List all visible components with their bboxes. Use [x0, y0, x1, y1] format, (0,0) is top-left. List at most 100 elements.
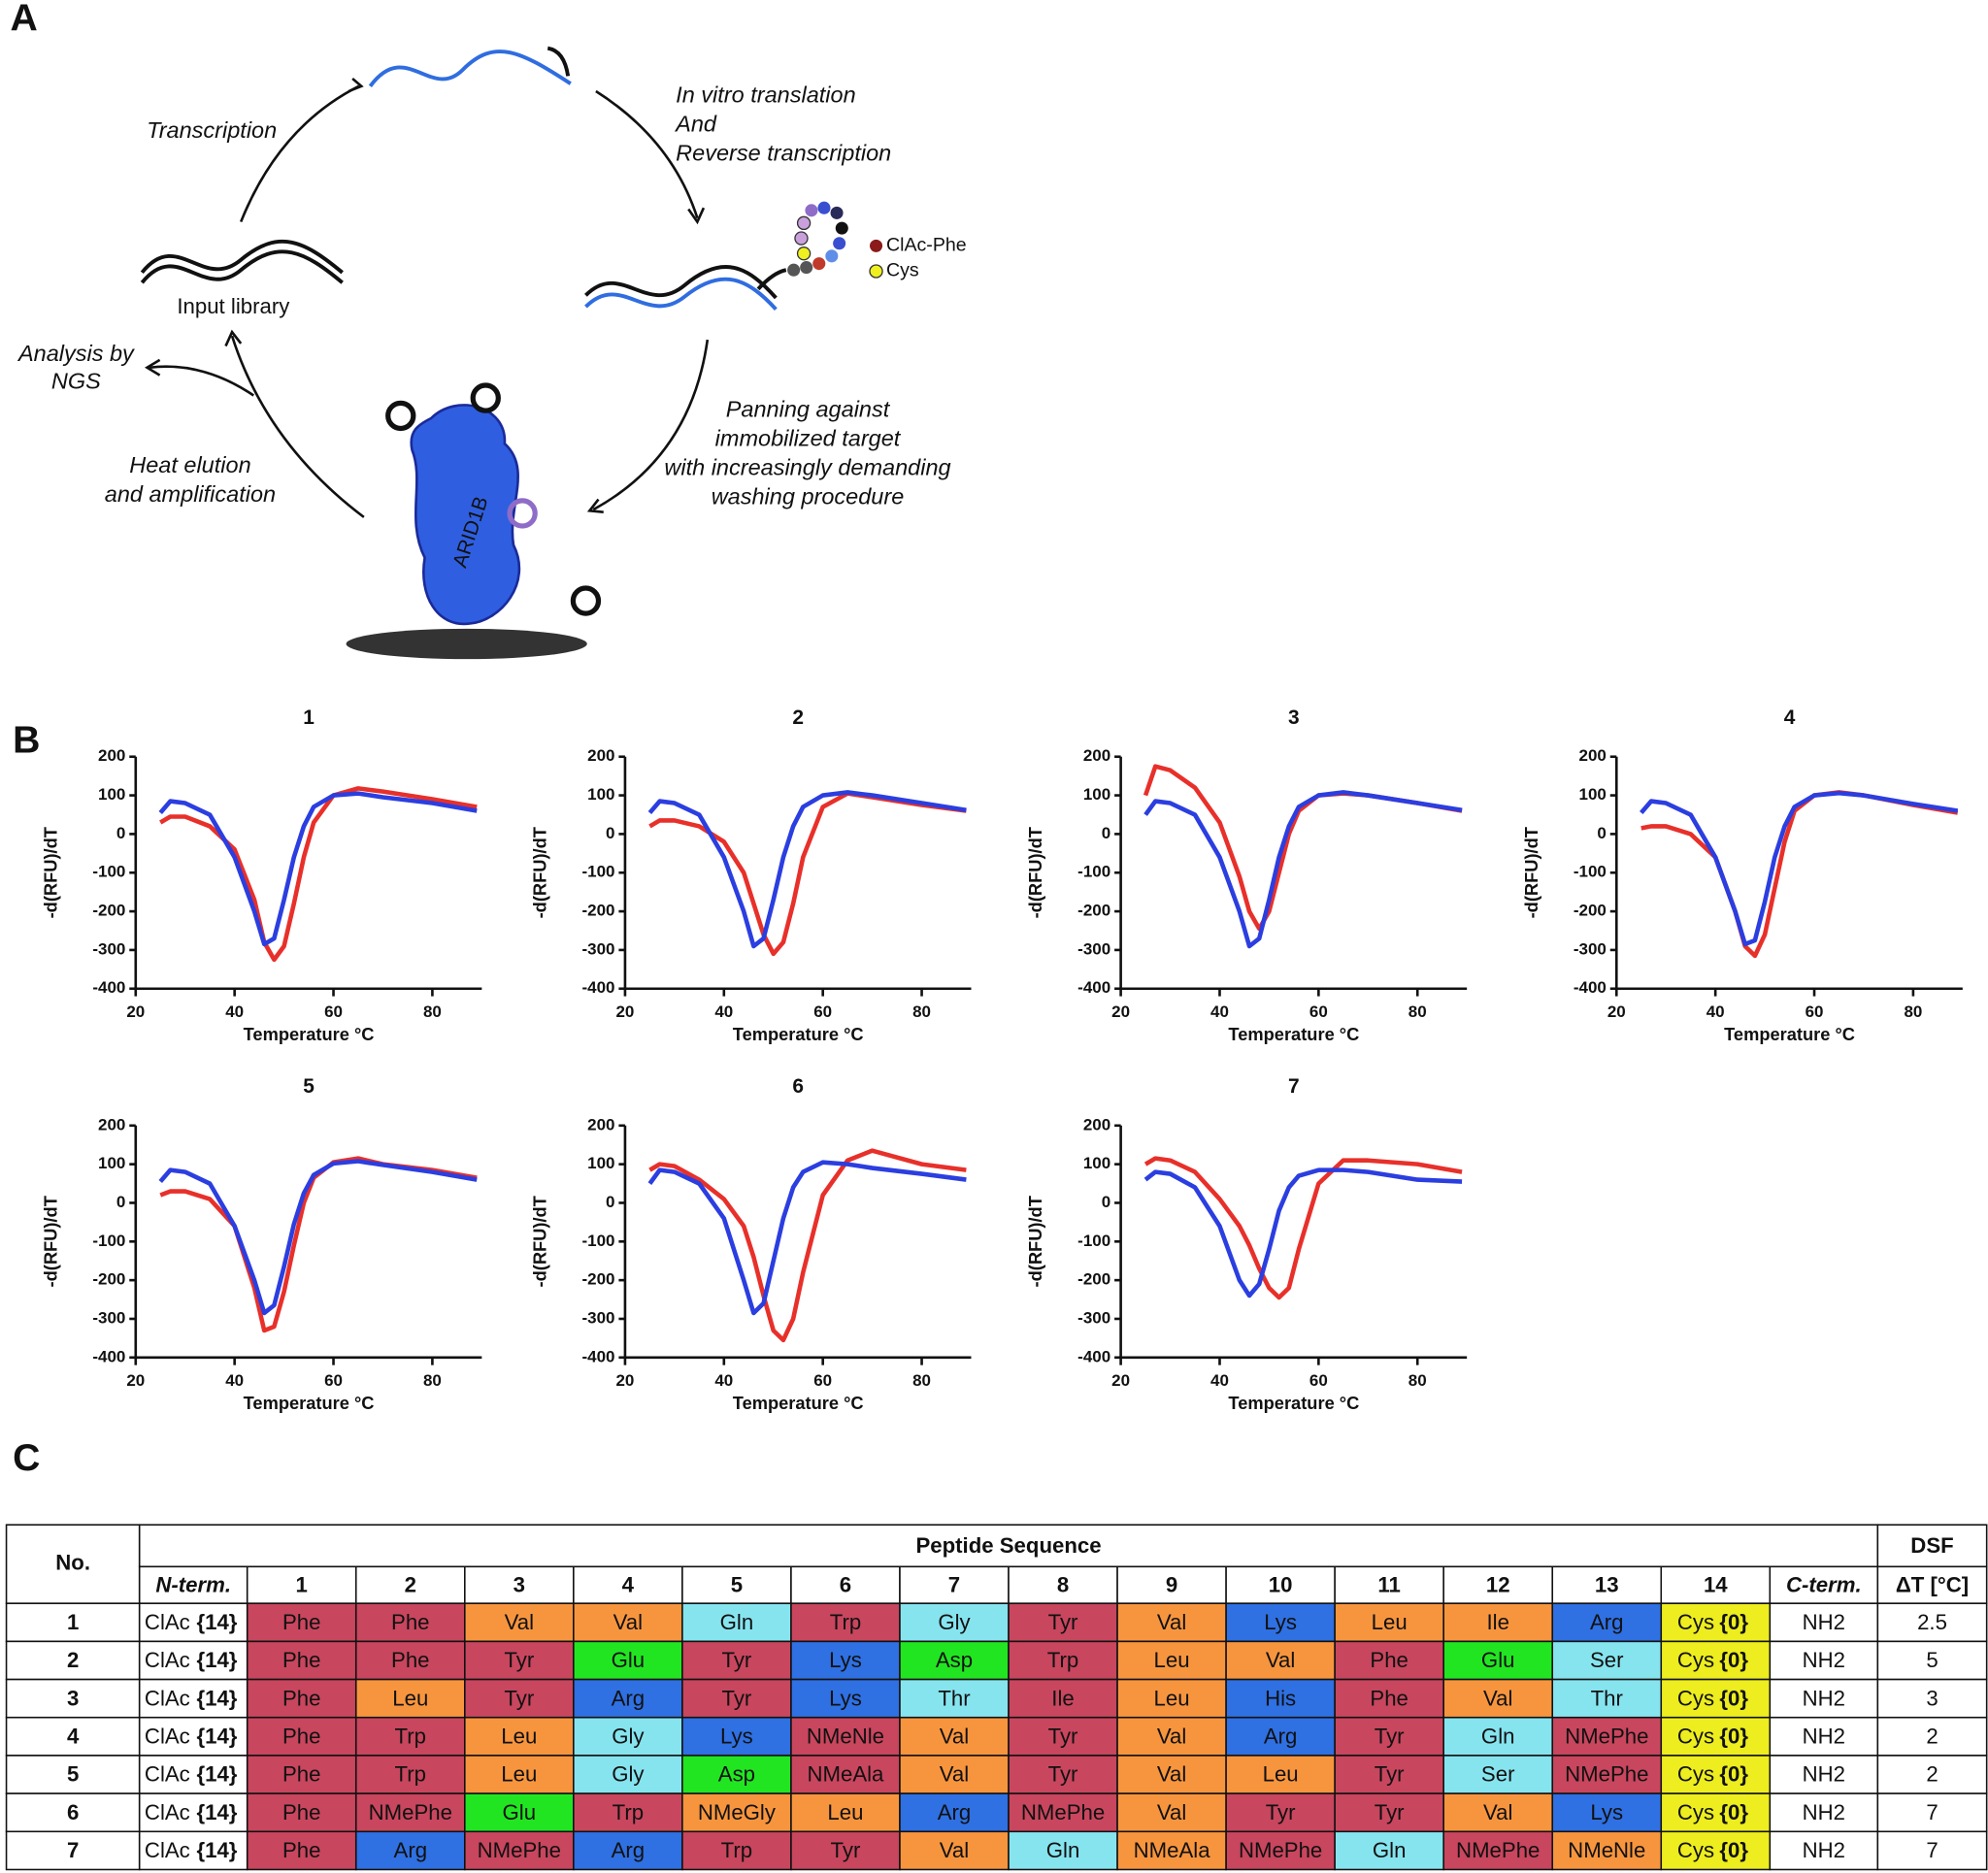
- bead: [825, 249, 839, 263]
- y-tick-label: -300: [1574, 939, 1607, 958]
- cell-text: No.: [55, 1551, 90, 1575]
- table-cell: [1769, 1755, 1879, 1794]
- table-cell: [1876, 1792, 1988, 1833]
- link-label: {0}: [1719, 1762, 1748, 1787]
- chart-title: 2: [792, 706, 804, 729]
- cell-text: Tyr: [1375, 1762, 1405, 1787]
- bead: [805, 204, 818, 217]
- line-series: [1143, 1156, 1463, 1300]
- cell-text: Leu: [1263, 1762, 1299, 1787]
- cell-text: 4: [622, 1572, 635, 1596]
- cell-text: Tyr: [1048, 1610, 1078, 1634]
- x-tick-label: 40: [1706, 1002, 1725, 1021]
- table-cell: [1876, 1524, 1988, 1568]
- cell-text: Thr: [1591, 1686, 1624, 1710]
- table-cell: [1660, 1565, 1772, 1604]
- cell-text: Gln: [1373, 1838, 1407, 1862]
- y-tick-label: -400: [1077, 1347, 1110, 1365]
- x-tick-label: 60: [324, 1371, 343, 1390]
- cell-text: Lys: [829, 1648, 862, 1672]
- cell-text: Arg: [394, 1838, 428, 1862]
- cell-text: Cys: [1677, 1648, 1714, 1672]
- x-tick-label: 60: [813, 1371, 832, 1390]
- y-tick-label: 0: [116, 824, 125, 842]
- line-series: [647, 790, 967, 949]
- bead: [796, 246, 812, 261]
- cell-text: Glu: [612, 1648, 646, 1672]
- y-tick-label: -100: [92, 1232, 125, 1250]
- chart: 1 -400 -300 -200 -100 0 100 200 20 40 60 80 Temperat…: [40, 706, 482, 1044]
- legend-dot: [870, 239, 883, 252]
- link-label: {14}: [196, 1648, 237, 1672]
- chart-title: 6: [792, 1075, 804, 1098]
- cell-text: C-term.: [1786, 1572, 1862, 1596]
- cell-text: NH2: [1803, 1686, 1845, 1710]
- y-axis-label: -d(RFU)/dT: [1025, 1196, 1045, 1287]
- cell-text: Cys: [1677, 1838, 1714, 1862]
- dna: [140, 249, 344, 284]
- cell-text: ClAc: [145, 1725, 190, 1749]
- table-cell: [246, 1792, 357, 1833]
- y-tick-label: -400: [582, 978, 615, 997]
- diagram-label: Analysis by: [17, 341, 135, 366]
- bead: [830, 206, 844, 219]
- link-label: {0}: [1719, 1725, 1748, 1749]
- cell-text: NMePhe: [1565, 1762, 1648, 1787]
- table-cell: [790, 1602, 901, 1643]
- table-cell: [354, 1565, 466, 1604]
- cell-text: 7: [1926, 1800, 1938, 1824]
- link-label: {14}: [196, 1610, 237, 1634]
- cell-text: Tyr: [1266, 1800, 1296, 1824]
- cell-text: 1: [296, 1572, 308, 1596]
- linker: [756, 268, 787, 291]
- y-tick-label: 200: [587, 746, 614, 765]
- y-tick-label: -100: [92, 863, 125, 881]
- y-axis-label: -d(RFU)/dT: [530, 827, 550, 918]
- y-tick-label: 200: [1083, 1115, 1110, 1134]
- cell-text: 6: [840, 1572, 851, 1596]
- chart: 7 -400 -300 -200 -100 0 100 200 20 40 60 80 Temperat…: [1025, 1075, 1468, 1413]
- x-tick-label: 60: [1309, 1002, 1328, 1021]
- table-cell: [790, 1565, 901, 1604]
- arrow: [149, 365, 254, 397]
- cell-text: 12: [1486, 1572, 1510, 1596]
- cell-text: Gly: [938, 1610, 971, 1634]
- y-axis-label: -d(RFU)/dT: [40, 827, 60, 918]
- table-cell: [899, 1602, 1010, 1643]
- bead: [835, 221, 848, 235]
- table-cell: [1008, 1755, 1118, 1794]
- dna: [140, 239, 344, 275]
- cell-text: ClAc: [145, 1800, 190, 1824]
- line-series: [158, 1159, 478, 1316]
- x-tick-label: 60: [1806, 1002, 1824, 1021]
- x-tick-label: 40: [225, 1371, 244, 1390]
- diagram-label: immobilized target: [715, 425, 902, 450]
- y-tick-label: 200: [1579, 746, 1607, 765]
- x-tick-label: 80: [1408, 1371, 1427, 1390]
- diagram-label: And: [674, 112, 717, 137]
- bead: [817, 201, 831, 214]
- cell-text: NMeGly: [698, 1800, 777, 1824]
- table-cell: [1876, 1716, 1988, 1757]
- chart: 3 -400 -300 -200 -100 0 100 200 20 40 60 80 Temperat…: [1025, 706, 1468, 1044]
- table-cell: [1769, 1830, 1879, 1871]
- diagram-label: with increasingly demanding: [664, 454, 950, 479]
- y-tick-label: 0: [606, 824, 614, 842]
- x-tick-label: 20: [1111, 1371, 1130, 1390]
- cell-text: Peptide Sequence: [915, 1533, 1101, 1558]
- cell-text: Tyr: [722, 1648, 752, 1672]
- diagram-label: Transcription: [147, 117, 277, 143]
- table-cell: [681, 1830, 792, 1871]
- x-tick-label: 60: [324, 1002, 343, 1021]
- table-cell: [1660, 1792, 1772, 1833]
- cell-text: 5: [1926, 1648, 1938, 1672]
- y-tick-label: -400: [582, 1347, 615, 1365]
- arrow: [230, 335, 365, 518]
- link-label: {0}: [1719, 1838, 1748, 1862]
- y-tick-label: -400: [92, 1347, 125, 1365]
- y-tick-label: -300: [1077, 1308, 1110, 1327]
- chart-title: 1: [303, 706, 315, 729]
- y-tick-label: 200: [98, 746, 125, 765]
- cell-text: NMePhe: [1239, 1838, 1322, 1862]
- cell-text: Arg: [1590, 1610, 1624, 1634]
